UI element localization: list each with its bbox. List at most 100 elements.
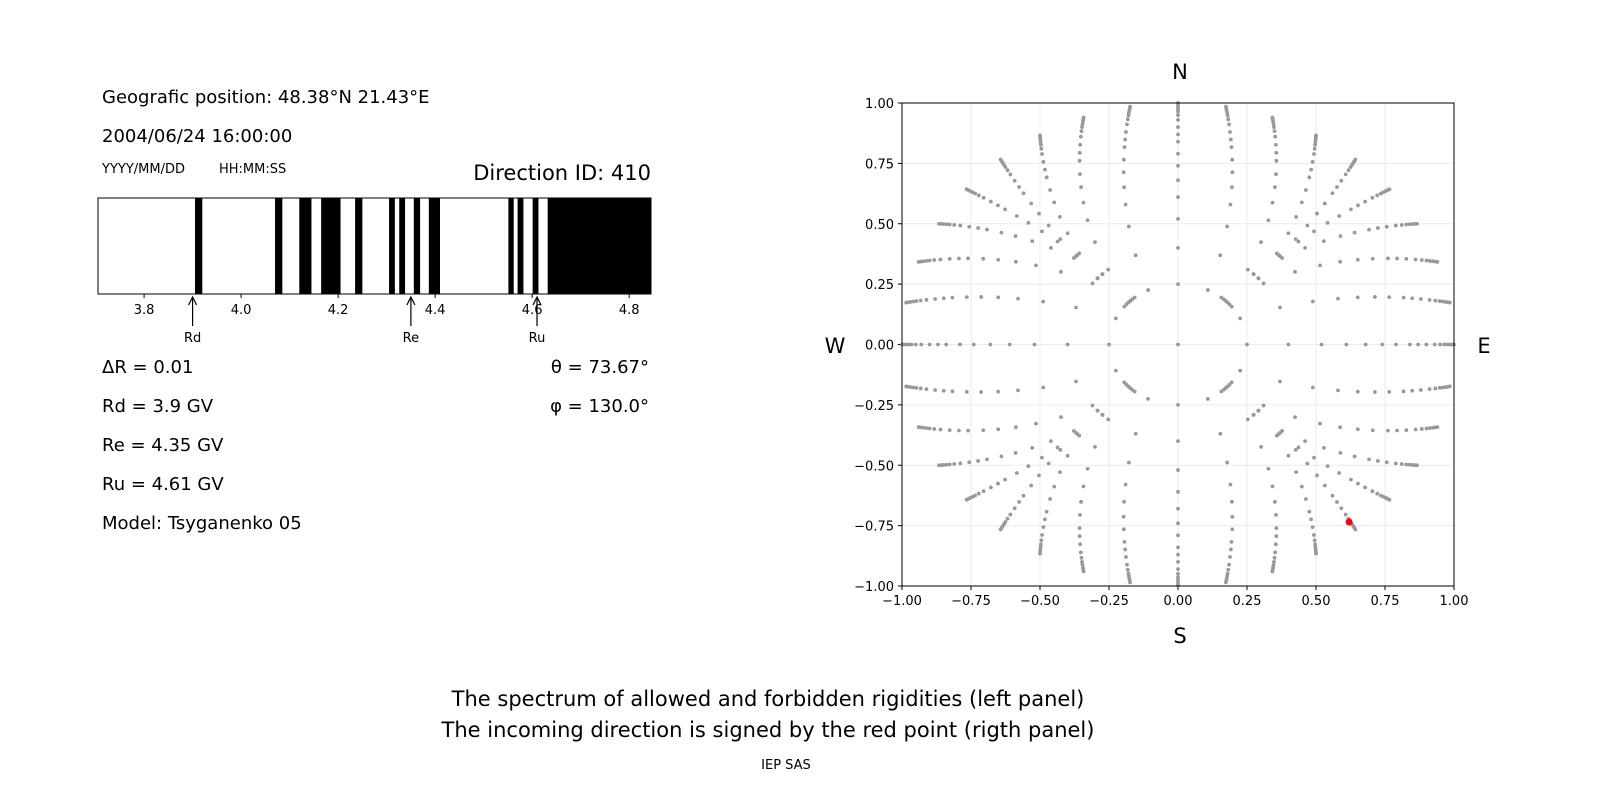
- direction-point: [1093, 445, 1097, 449]
- direction-point: [1380, 342, 1385, 347]
- direction-point: [1435, 425, 1440, 429]
- direction-point: [988, 342, 993, 347]
- direction-point: [944, 342, 949, 347]
- direction-point: [1274, 526, 1279, 531]
- x-tick-label: −0.75: [951, 594, 991, 609]
- y-tick-label: 1.00: [865, 97, 894, 112]
- direction-point: [1230, 527, 1235, 532]
- direction-point: [924, 387, 929, 392]
- direction-point: [1038, 133, 1042, 138]
- direction-point: [1021, 493, 1026, 498]
- direction-point: [1128, 299, 1132, 303]
- direction-point: [976, 193, 981, 198]
- direction-point: [1278, 379, 1282, 384]
- datetime: 2004/06/24 16:00:00: [102, 126, 292, 147]
- direction-point: [1310, 299, 1315, 304]
- direction-point: [1312, 229, 1316, 234]
- x-tick-label: −1.00: [882, 594, 922, 609]
- direction-point: [924, 297, 929, 302]
- direction-point: [996, 257, 1001, 262]
- direction-point: [924, 258, 929, 263]
- direction-point: [1407, 342, 1412, 347]
- direction-point: [1395, 256, 1399, 261]
- direction-point: [1029, 201, 1034, 206]
- direction-point: [964, 295, 969, 299]
- direction-point: [1399, 462, 1404, 466]
- direction-point: [1404, 428, 1409, 433]
- direction-point: [1274, 433, 1279, 438]
- direction-point: [1079, 555, 1084, 560]
- direction-point: [1013, 425, 1018, 430]
- direction-point: [1106, 267, 1111, 272]
- direction-point: [1273, 550, 1278, 555]
- direction-point: [1296, 239, 1301, 244]
- direction-point: [1259, 240, 1263, 244]
- direction-point: [1367, 457, 1371, 462]
- direction-point: [1413, 257, 1418, 262]
- direction-point: [1256, 276, 1261, 281]
- direction-point: [1339, 506, 1344, 511]
- direction-point: [927, 426, 932, 431]
- direction-point: [1176, 151, 1180, 156]
- forbidden-band: [508, 198, 514, 294]
- direction-point: [1322, 483, 1327, 488]
- direction-point: [1034, 263, 1038, 268]
- direction-point: [1259, 445, 1263, 449]
- direction-point: [1299, 484, 1304, 489]
- direction-point: [947, 256, 952, 261]
- direction-point: [1229, 380, 1234, 385]
- direction-point: [1419, 258, 1424, 262]
- direction-point: [1043, 517, 1047, 522]
- direction-point: [1337, 471, 1342, 475]
- direction-point: [981, 428, 986, 433]
- direction-point: [1176, 342, 1180, 347]
- direction-point: [979, 295, 984, 299]
- direction-point: [1251, 412, 1256, 417]
- direction-point: [1043, 167, 1047, 172]
- direction-point: [904, 384, 909, 389]
- direction-point: [1387, 187, 1392, 192]
- direction-point: [999, 454, 1004, 459]
- direction-point: [976, 459, 981, 463]
- direction-point: [1228, 137, 1233, 142]
- direction-point: [985, 227, 989, 232]
- direction-point: [1046, 223, 1051, 228]
- direction-point: [1176, 402, 1180, 407]
- direction-point: [1245, 417, 1250, 422]
- direction-point: [1176, 246, 1180, 250]
- direction-point: [1124, 130, 1128, 134]
- direction-point: [935, 342, 940, 347]
- direction-point: [1386, 256, 1390, 261]
- direction-point: [1447, 384, 1452, 389]
- ru-value: Ru = 4.61 GV: [102, 474, 224, 495]
- direction-point: [1095, 408, 1100, 413]
- direction-point: [1322, 201, 1327, 206]
- direction-point: [1224, 580, 1228, 585]
- direction-point: [1079, 129, 1084, 134]
- direction-point: [1079, 185, 1084, 190]
- direction-point: [1176, 506, 1180, 511]
- direction-point: [1014, 471, 1019, 475]
- direction-point: [1293, 269, 1297, 274]
- direction-point: [1294, 470, 1299, 475]
- direction-point: [996, 389, 1001, 394]
- direction-point: [1008, 512, 1013, 517]
- direction-point: [904, 300, 909, 305]
- direction-point: [1312, 538, 1317, 543]
- direction-point: [1052, 484, 1057, 489]
- direction-point: [1030, 239, 1035, 244]
- direction-point: [1074, 305, 1078, 310]
- direction-point: [981, 256, 986, 261]
- direction-point: [1307, 175, 1312, 180]
- direction-point: [1228, 482, 1233, 487]
- x-tick-label: −0.25: [1089, 594, 1129, 609]
- direction-point: [1228, 555, 1232, 559]
- direction-point: [1355, 389, 1360, 394]
- direction-point: [1012, 178, 1017, 183]
- direction-point: [976, 491, 981, 496]
- direction-point: [1014, 214, 1019, 218]
- direction-point: [1123, 137, 1128, 142]
- direction-point: [1427, 258, 1432, 263]
- direction-point: [1440, 385, 1445, 390]
